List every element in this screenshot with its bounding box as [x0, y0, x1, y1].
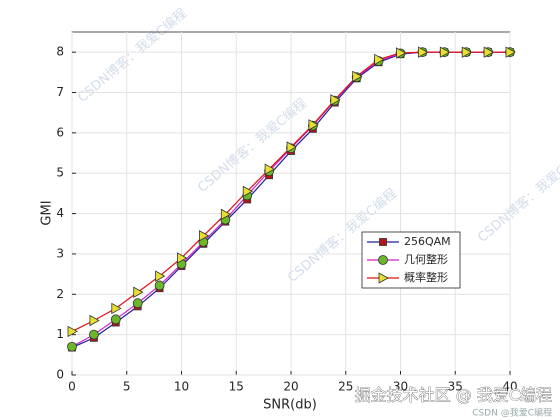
marker: [264, 163, 275, 175]
watermark: CSDN @我爱C编程: [472, 407, 552, 419]
marker: [177, 252, 188, 264]
legend-label: 概率整形: [404, 270, 448, 284]
marker: [220, 208, 232, 221]
x-tick-label: 40: [502, 380, 517, 394]
marker: [133, 286, 144, 298]
legend-label: 几何整形: [404, 252, 448, 266]
y-tick-label: 1: [56, 327, 64, 341]
y-tick-label: 3: [56, 246, 64, 260]
x-tick-label: 30: [393, 380, 408, 394]
y-tick-label: 5: [56, 166, 64, 180]
watermark: CSDN博客：我爱C编程: [75, 5, 190, 105]
marker: [483, 46, 494, 58]
y-tick-label: 0: [56, 368, 64, 382]
x-tick-label: 10: [174, 380, 189, 394]
x-tick-label: 35: [448, 380, 463, 394]
marker: [439, 46, 451, 58]
marker: [89, 314, 100, 327]
marker: [461, 46, 473, 58]
x-axis-label: SNR(db): [263, 398, 317, 413]
marker: [330, 94, 341, 106]
marker: [155, 270, 166, 282]
x-tick-label: 20: [283, 380, 298, 394]
x-tick-label: 0: [68, 380, 76, 394]
marker: [67, 325, 78, 338]
watermark: CSDN博客：我爱C编程: [475, 145, 560, 245]
y-tick-label: 4: [56, 206, 64, 220]
y-tick-label: 8: [56, 45, 64, 59]
y-tick-label: 7: [56, 85, 64, 99]
marker: [67, 341, 77, 352]
marker: [378, 255, 388, 265]
y-tick-label: 2: [56, 287, 64, 301]
marker: [396, 47, 407, 59]
watermark: 掘金技术社区 @ 我爱C编程: [355, 386, 552, 405]
x-tick-label: 25: [338, 380, 353, 394]
y-tick-label: 6: [56, 125, 64, 139]
marker: [199, 230, 210, 242]
marker: [110, 314, 121, 325]
marker: [308, 119, 319, 131]
marker: [154, 280, 165, 291]
marker: [379, 238, 387, 246]
marker: [418, 46, 429, 58]
marker: [111, 302, 122, 315]
y-axis-label: GMI: [40, 200, 55, 225]
legend-label: 256QAM: [404, 235, 451, 248]
marker: [505, 46, 516, 58]
x-tick-label: 15: [229, 380, 244, 394]
marker: [89, 329, 99, 340]
marker: [242, 185, 254, 198]
x-tick-label: 5: [123, 380, 131, 394]
marker: [352, 70, 363, 83]
marker: [132, 298, 143, 309]
marker: [378, 272, 389, 284]
marker: [374, 53, 385, 66]
marker: [286, 141, 297, 153]
